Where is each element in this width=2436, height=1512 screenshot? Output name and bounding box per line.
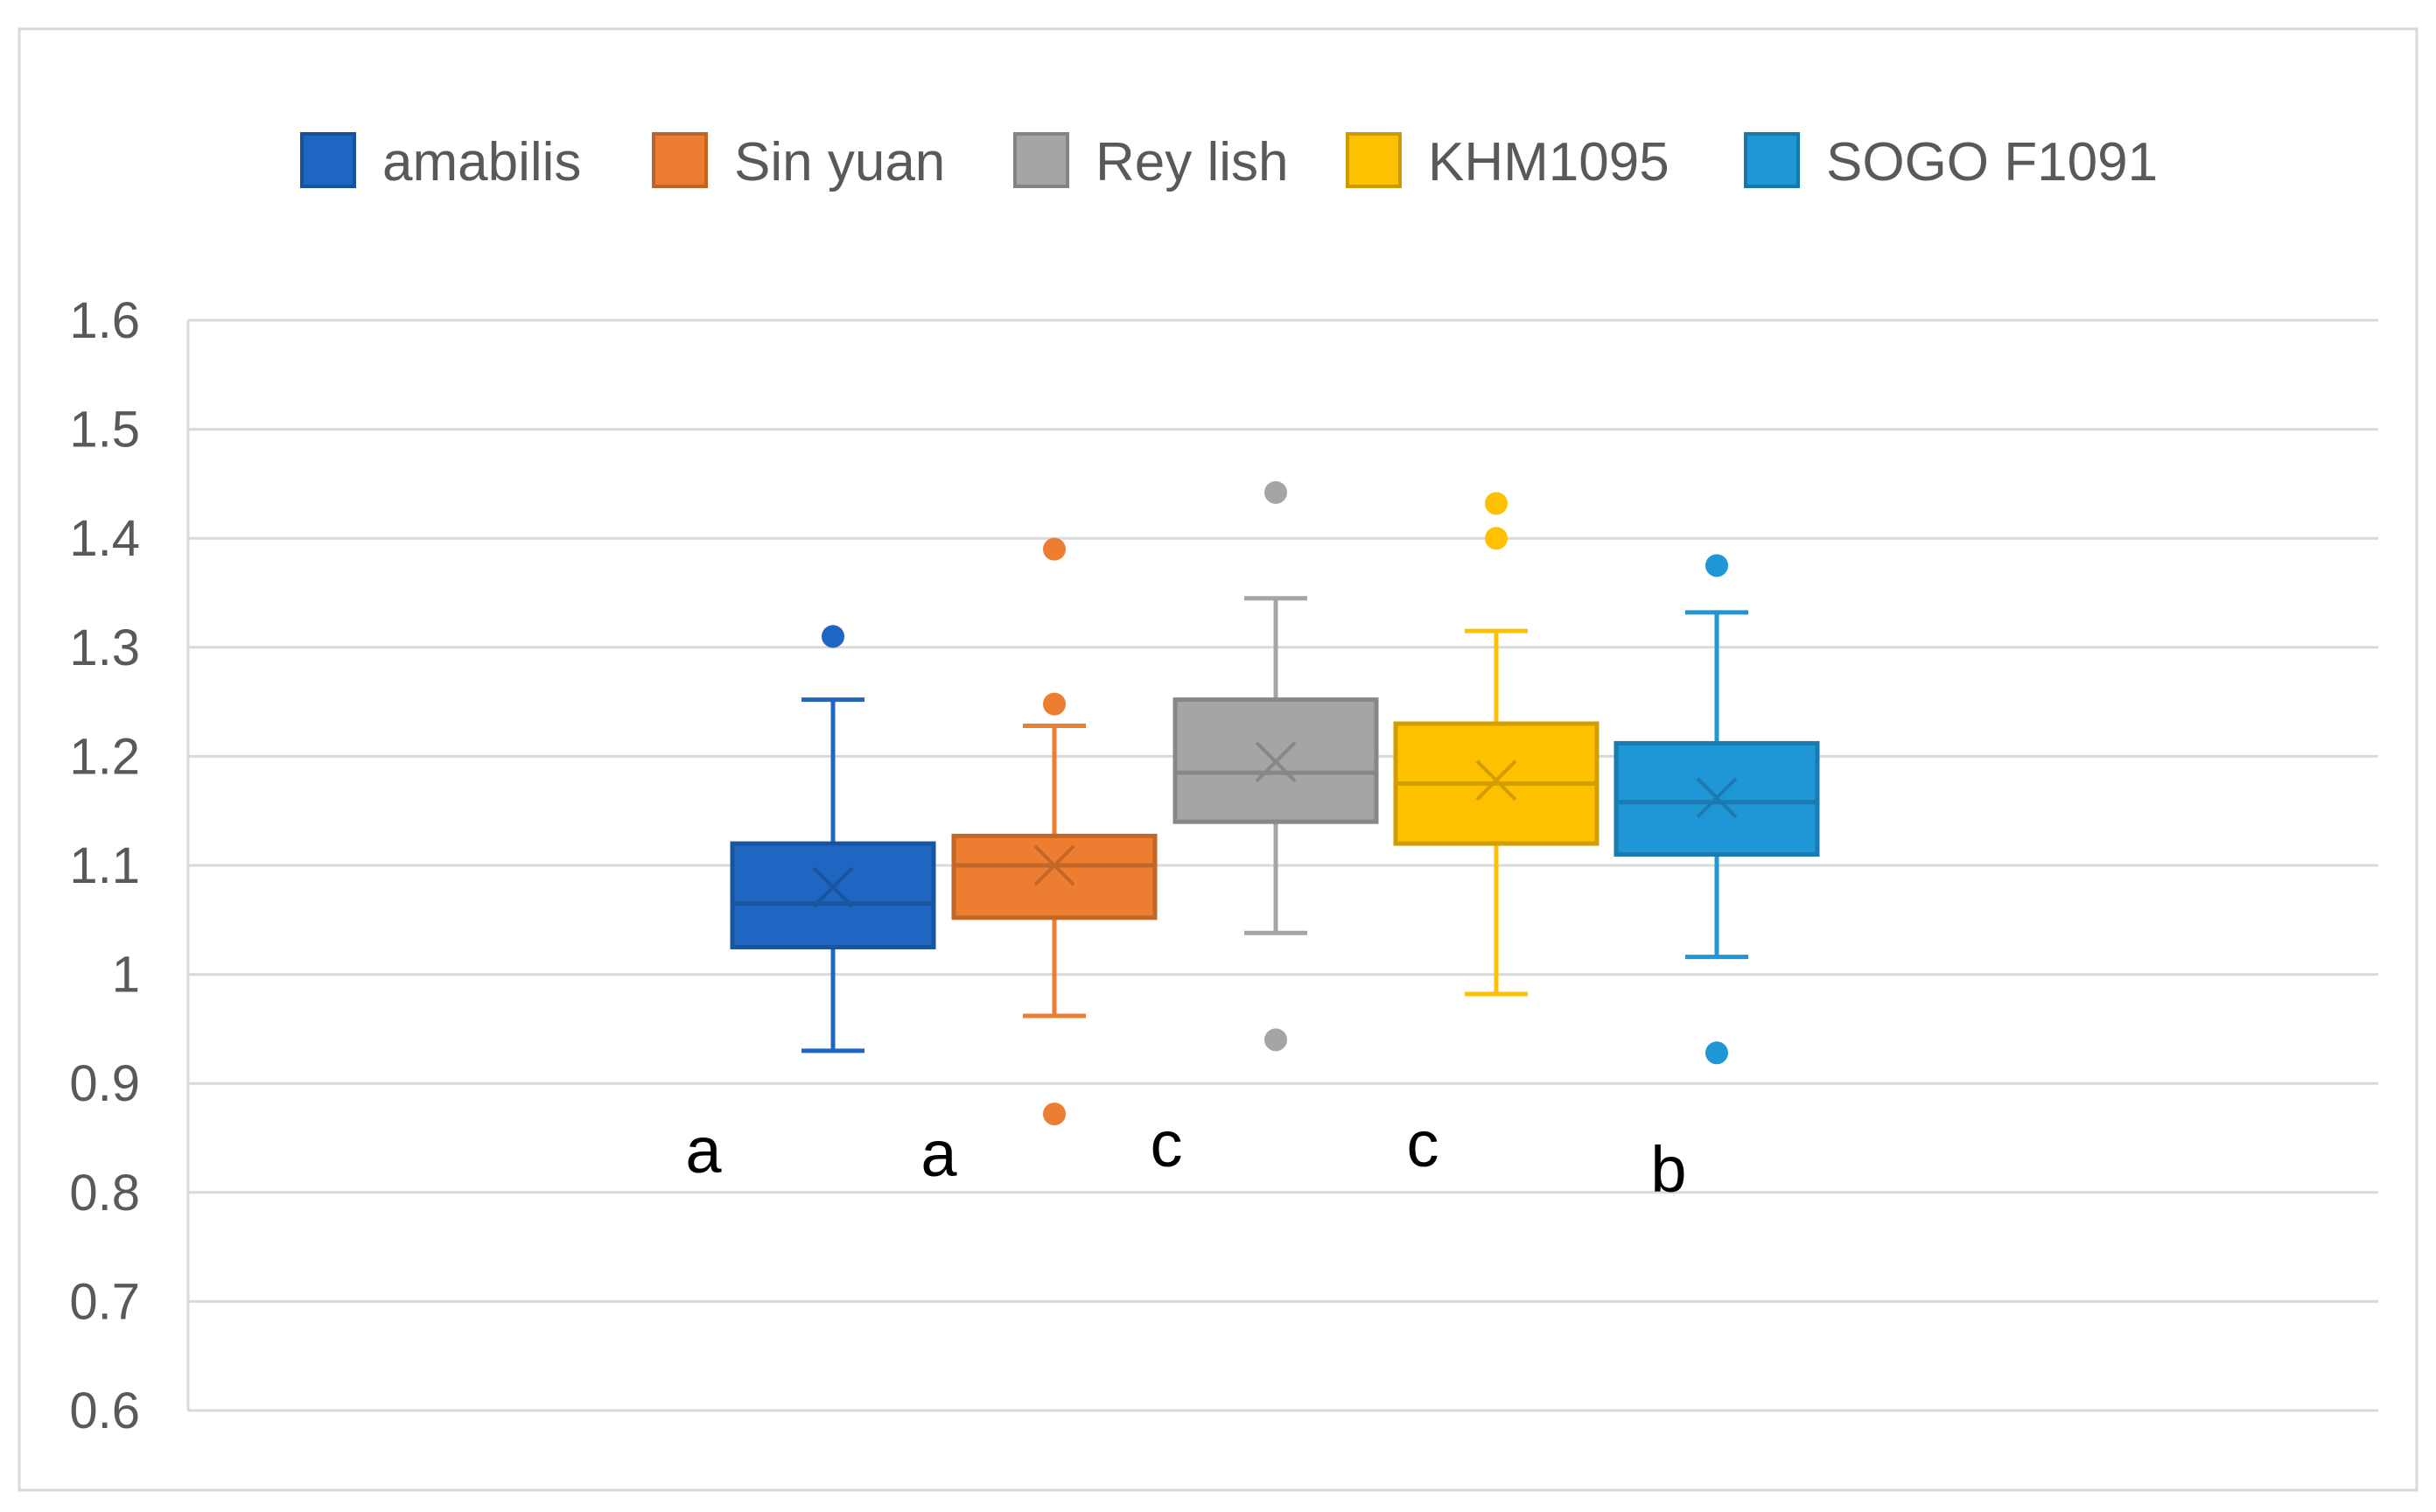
y-tick-label: 0.9 <box>69 1055 140 1112</box>
outlier-point <box>1705 554 1728 578</box>
legend-label: Rey lish <box>1096 132 1289 192</box>
legend-swatch <box>1346 132 1402 188</box>
mean-marker <box>812 866 854 908</box>
y-tick-label: 0.8 <box>69 1165 140 1222</box>
legend-label: Sin yuan <box>734 132 945 192</box>
box-sogo-f1091 <box>1614 554 1820 1065</box>
significance-letter: c <box>1151 1108 1183 1180</box>
mean-marker <box>1033 844 1075 886</box>
y-tick-label: 1.5 <box>69 402 140 458</box>
outlier-point <box>1043 692 1066 716</box>
significance-letter: c <box>1407 1108 1439 1180</box>
outlier-point <box>1705 1041 1728 1065</box>
box-khm1095 <box>1393 492 1600 997</box>
outlier-point <box>822 625 844 648</box>
legend-swatch <box>300 132 356 188</box>
mean-marker <box>1475 760 1517 802</box>
outlier-point <box>1043 1102 1066 1126</box>
legend-swatch <box>1013 132 1069 188</box>
iqr-box <box>951 833 1158 920</box>
outlier-point <box>1485 492 1508 515</box>
legend-label: amabilis <box>382 132 581 192</box>
y-axis: 1.6 1.5 1.4 1.3 1.2 1.1 1 0.9 0.8 0.7 0.6 <box>69 292 190 1439</box>
mean-marker <box>1255 741 1297 783</box>
y-tick-label: 0.7 <box>69 1273 140 1330</box>
legend-swatch <box>1744 132 1800 188</box>
significance-letter: a <box>920 1117 957 1190</box>
box-amabilis <box>730 625 936 1054</box>
y-tick-label: 1.6 <box>69 292 140 349</box>
y-tick-label: 1.3 <box>69 620 140 676</box>
legend: amabilis Sin yuan Rey lish KHM1095 SOGO F109… <box>300 132 2158 192</box>
y-tick-label: 1.2 <box>69 728 140 785</box>
outlier-point <box>1264 1028 1287 1052</box>
mean-marker <box>1696 777 1738 819</box>
iqr-box <box>730 841 936 949</box>
legend-label: KHM1095 <box>1428 132 1670 192</box>
y-tick-label: 1.4 <box>69 510 140 567</box>
outlier-point <box>1485 527 1508 550</box>
box-sin-yuan <box>951 537 1158 1126</box>
legend-swatch <box>652 132 708 188</box>
box-rey-lish <box>1172 480 1379 1052</box>
y-tick-label: 0.6 <box>69 1382 140 1439</box>
significance-letter: a <box>685 1114 722 1186</box>
gridlines <box>188 318 2378 1412</box>
outlier-point <box>1264 480 1287 504</box>
legend-label: SOGO F1091 <box>1826 132 2158 192</box>
y-tick-label: 1 <box>112 947 140 1004</box>
box-series <box>730 480 1820 1126</box>
outlier-point <box>1043 537 1066 561</box>
significance-letter: b <box>1650 1133 1686 1206</box>
y-tick-label: 1.1 <box>69 837 140 894</box>
